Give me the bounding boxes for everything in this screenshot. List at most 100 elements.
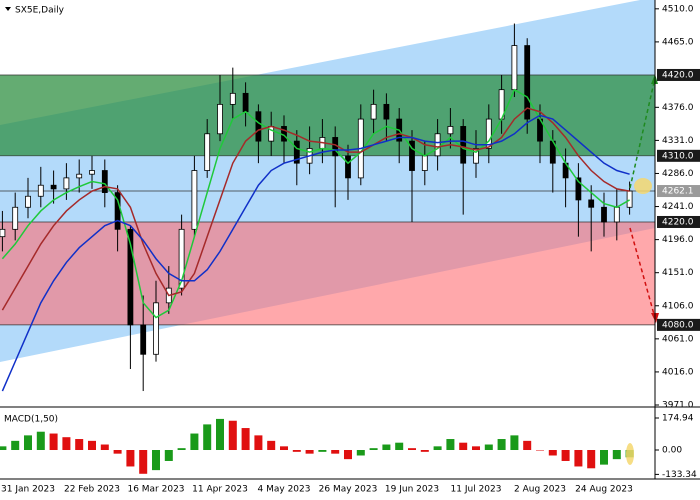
osc-bar xyxy=(600,450,608,465)
x-tick-label: 16 Mar 2023 xyxy=(127,485,184,495)
candle-body xyxy=(12,206,19,230)
osc-bar xyxy=(420,450,429,452)
osc-bar xyxy=(344,450,352,460)
osc-bar xyxy=(510,435,519,451)
osc-bar xyxy=(305,450,314,454)
candle-body xyxy=(255,111,262,142)
level-label-bg xyxy=(657,185,700,198)
candle-body xyxy=(127,228,134,326)
ma-line xyxy=(1,114,630,392)
candle-body xyxy=(37,184,44,197)
osc-bar xyxy=(254,435,263,451)
osc-bar xyxy=(484,444,493,451)
osc-bar xyxy=(561,450,570,461)
x-tick-label: 11 Apr 2023 xyxy=(192,485,248,495)
y-tick-label: 4016.0 xyxy=(662,367,694,377)
y-tick-label: 3971.0 xyxy=(662,401,694,411)
y-tick-label: 4286.0 xyxy=(662,169,694,179)
candle-body xyxy=(217,103,223,135)
target-arrow-down xyxy=(629,227,656,319)
x-tick-label: 24 Aug 2023 xyxy=(575,485,633,495)
osc-bar xyxy=(472,446,480,451)
candle-body xyxy=(460,126,467,164)
osc-bar xyxy=(0,446,7,451)
candle-body xyxy=(101,170,108,193)
osc-bar xyxy=(88,440,96,451)
y-tick-label: 0.00 xyxy=(662,446,682,456)
osc-bar xyxy=(75,439,84,451)
osc-bar xyxy=(536,450,544,451)
candle-body xyxy=(140,324,147,355)
osc-bar xyxy=(382,444,391,451)
x-tick-label: 31 Jan 2023 xyxy=(1,485,55,495)
osc-bar xyxy=(356,450,365,456)
osc-bar xyxy=(574,450,583,467)
osc-bar xyxy=(612,450,621,460)
candle-body xyxy=(204,133,211,171)
osc-bar xyxy=(36,431,45,451)
osc-bar xyxy=(459,442,468,451)
ma-line xyxy=(1,107,630,311)
osc-bar xyxy=(177,448,186,451)
menu-icon[interactable] xyxy=(5,7,11,11)
x-tick-label: 2 Aug 2023 xyxy=(514,485,566,495)
osc-bar xyxy=(190,433,199,451)
chart-title: SX5E,Daily xyxy=(15,6,65,16)
osc-bar xyxy=(216,418,224,451)
level-label-bg xyxy=(657,149,700,162)
x-tick-label: 4 May 2023 xyxy=(258,485,311,495)
candle-body xyxy=(0,228,6,238)
osc-marker xyxy=(626,443,634,465)
osc-bar xyxy=(139,450,148,474)
candle-body xyxy=(601,206,607,223)
level-label: 4080.0 xyxy=(662,320,694,330)
candle-body xyxy=(383,103,390,120)
candle-body xyxy=(447,126,454,135)
candle-body xyxy=(229,92,236,105)
osc-bar xyxy=(433,446,442,451)
level-label: 4262.1 xyxy=(662,187,694,197)
osc-bar xyxy=(408,448,416,451)
level-label-bg xyxy=(657,318,700,331)
osc-bar xyxy=(49,433,58,451)
osc-bar xyxy=(126,450,135,467)
osc-bar xyxy=(548,450,557,456)
osc-bar xyxy=(164,450,173,461)
candle-body xyxy=(473,148,479,164)
osc-bar xyxy=(24,435,32,451)
candle-body xyxy=(89,170,95,175)
candle-body xyxy=(434,133,441,157)
osc-bar xyxy=(497,439,506,451)
osc-bar xyxy=(241,428,250,451)
price-zone xyxy=(0,221,655,325)
y-tick-label: 4196.0 xyxy=(662,235,694,245)
osc-bar xyxy=(228,420,237,451)
osc-bar xyxy=(62,437,71,451)
level-label: 4310.0 xyxy=(662,151,694,161)
osc-bar xyxy=(292,450,301,452)
level-label-bg xyxy=(657,68,700,81)
candle-body xyxy=(63,177,70,190)
y-tick-label: 4510.0 xyxy=(662,4,694,14)
y-tick-label: 4061.0 xyxy=(662,334,694,344)
y-tick-label: 174.94 xyxy=(662,414,694,424)
candle-body xyxy=(76,173,83,179)
candle-body xyxy=(345,155,351,179)
x-tick-label: 22 Feb 2023 xyxy=(64,485,120,495)
candle-body xyxy=(421,155,428,171)
osc-bar xyxy=(113,450,122,454)
osc-bar xyxy=(318,450,327,452)
x-tick-label: 26 May 2023 xyxy=(319,485,378,495)
candle-body xyxy=(370,103,377,120)
y-tick-label: 4376.0 xyxy=(662,103,694,113)
candle-body xyxy=(191,170,198,230)
osc-title: MACD(1,50) xyxy=(4,415,58,425)
candle-body xyxy=(575,177,582,201)
osc-bar xyxy=(587,450,596,469)
price-zone xyxy=(0,74,655,156)
y-tick-label: 4465.0 xyxy=(662,37,694,47)
osc-bar xyxy=(280,446,288,451)
candle-body xyxy=(613,206,620,223)
y-tick-label: 4331.0 xyxy=(662,136,694,146)
